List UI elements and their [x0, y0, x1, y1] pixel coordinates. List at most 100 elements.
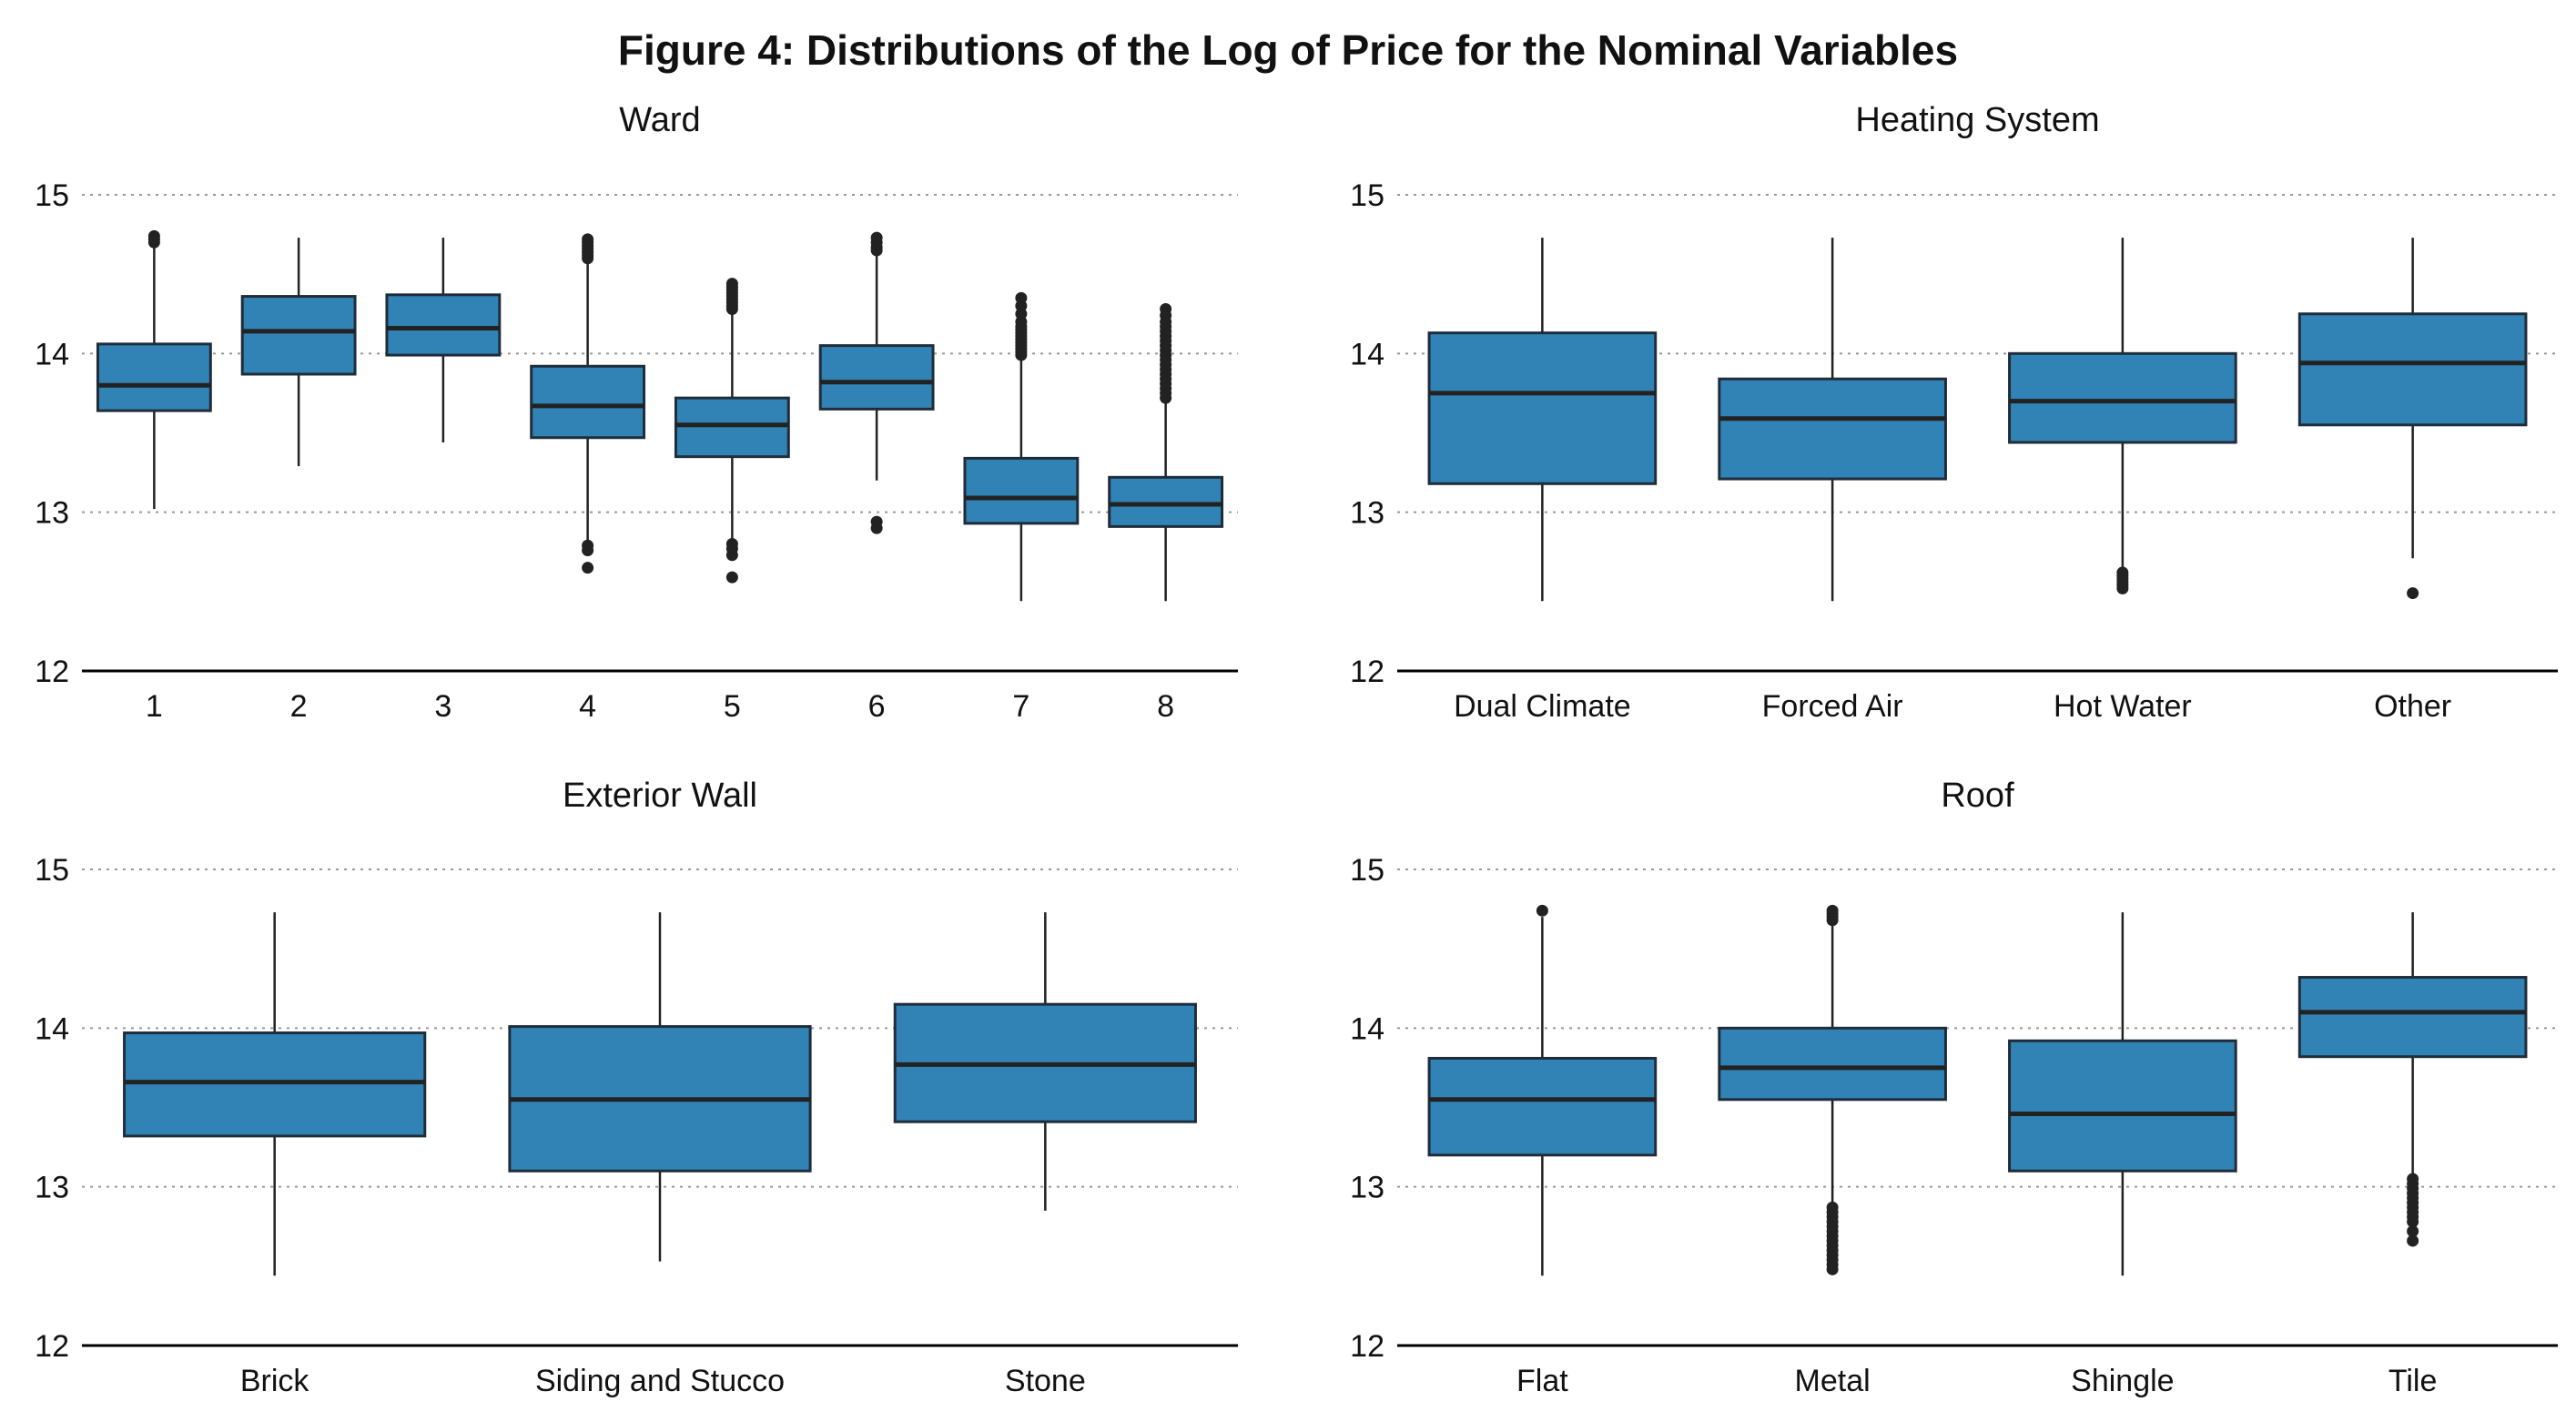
outlier-point — [2116, 582, 2129, 594]
y-tick-label: 14 — [1350, 337, 1384, 371]
panel-title: Heating System — [1855, 101, 2099, 139]
iqr-box — [674, 396, 790, 459]
y-tick-label: 13 — [35, 496, 69, 531]
outlier-point — [870, 231, 883, 244]
outlier-point — [582, 233, 594, 246]
iqr-box — [818, 344, 935, 411]
iqr-box — [1718, 1026, 1947, 1102]
iqr-box — [963, 456, 1080, 525]
box-6 — [818, 231, 935, 534]
iqr-box — [1108, 475, 1224, 528]
y-tick-label: 15 — [1350, 178, 1384, 213]
y-tick-label: 12 — [1350, 1329, 1384, 1364]
outlier-point — [1015, 291, 1028, 304]
figure-title: Figure 4: Distributions of the Log of Pr… — [617, 26, 1959, 74]
chart-panel-1: Heating System 12 13 14 15 Dual Climate Forced… — [1350, 101, 2558, 724]
x-tick-label: 4 — [579, 689, 596, 724]
iqr-box — [385, 293, 502, 357]
x-tick-label: Flat — [1516, 1364, 1568, 1398]
box-2 — [240, 238, 357, 467]
box-1 — [96, 229, 212, 510]
x-tick-label: 1 — [146, 689, 163, 724]
box-5 — [674, 278, 790, 584]
y-tick-label: 14 — [35, 337, 69, 371]
box-Shingle — [2008, 912, 2237, 1276]
chart-panel-2: Exterior Wall 12 13 14 15 Brick Siding and Stu… — [35, 777, 1238, 1398]
x-tick-label: Shingle — [2071, 1364, 2174, 1398]
y-tick-label: 14 — [35, 1011, 69, 1046]
y-tick-label: 15 — [35, 178, 69, 213]
box-8 — [1108, 303, 1224, 602]
iqr-box — [123, 1031, 427, 1138]
iqr-box — [530, 364, 646, 440]
x-tick-label: Siding and Stucco — [535, 1364, 785, 1398]
iqr-box — [240, 295, 357, 376]
x-tick-label: 7 — [1012, 689, 1029, 724]
x-tick-label: 6 — [868, 689, 886, 724]
outlier-point — [582, 544, 594, 557]
y-tick-label: 13 — [35, 1171, 69, 1205]
y-tick-label: 13 — [1350, 496, 1384, 531]
outlier-point — [725, 549, 738, 562]
outlier-point — [870, 522, 883, 534]
x-tick-label: 2 — [290, 689, 308, 724]
box-Stone — [893, 912, 1197, 1211]
box-3 — [385, 238, 502, 442]
outlier-point — [1160, 303, 1172, 316]
y-tick-label: 14 — [1350, 1011, 1384, 1046]
x-tick-label: Dual Climate — [1454, 689, 1631, 724]
outlier-point — [582, 562, 594, 574]
outlier-point — [1826, 904, 1839, 917]
x-tick-label: Tile — [2388, 1364, 2438, 1398]
iqr-box — [2008, 1039, 2237, 1173]
x-tick-label: Hot Water — [2054, 689, 2192, 724]
y-tick-label: 12 — [1350, 655, 1384, 689]
outlier-point — [1536, 904, 1548, 917]
outlier-point — [2407, 1224, 2419, 1237]
chart-panel-3: Roof 12 13 14 15 Flat Metal Shingle Tile — [1350, 777, 2558, 1398]
y-tick-label: 13 — [1350, 1171, 1384, 1205]
box-Hot Water — [2008, 238, 2237, 594]
iqr-box — [2008, 351, 2237, 444]
x-tick-label: Stone — [1005, 1364, 1086, 1398]
y-tick-label: 15 — [1350, 853, 1384, 888]
box-7 — [963, 291, 1080, 602]
box-4 — [530, 233, 646, 574]
y-tick-label: 12 — [35, 1329, 69, 1364]
iqr-box — [1427, 1056, 1658, 1157]
panel-title: Exterior Wall — [563, 777, 757, 815]
x-tick-label: Metal — [1795, 1364, 1871, 1398]
outlier-point — [2407, 1234, 2419, 1247]
x-tick-label: 5 — [724, 689, 741, 724]
panel-title: Roof — [1941, 777, 2014, 815]
x-tick-label: Other — [2374, 689, 2451, 724]
outlier-point — [2407, 1215, 2419, 1228]
x-tick-label: Brick — [240, 1364, 310, 1398]
y-tick-label: 15 — [35, 853, 69, 888]
outlier-point — [2407, 587, 2419, 600]
panel-title: Ward — [619, 101, 700, 139]
outlier-point — [725, 571, 738, 584]
box-Metal — [1718, 904, 1947, 1275]
iqr-box — [96, 342, 212, 412]
outlier-point — [147, 229, 160, 242]
box-Dual Climate — [1427, 238, 1658, 602]
box-Forced Air — [1718, 238, 1947, 602]
x-tick-label: 8 — [1157, 689, 1174, 724]
x-tick-label: 3 — [434, 689, 451, 724]
y-tick-label: 12 — [35, 655, 69, 689]
outlier-point — [1826, 1263, 1839, 1275]
box-Brick — [123, 912, 427, 1276]
box-Flat — [1427, 904, 1658, 1276]
box-Tile — [2297, 912, 2528, 1247]
outlier-point — [725, 278, 738, 290]
iqr-box — [2297, 976, 2528, 1059]
box-Siding and Stucco — [508, 912, 812, 1262]
x-tick-label: Forced Air — [1762, 689, 1903, 724]
box-Other — [2297, 238, 2528, 600]
iqr-box — [2297, 312, 2528, 427]
iqr-box — [1718, 377, 1947, 481]
iqr-box — [1427, 331, 1658, 485]
